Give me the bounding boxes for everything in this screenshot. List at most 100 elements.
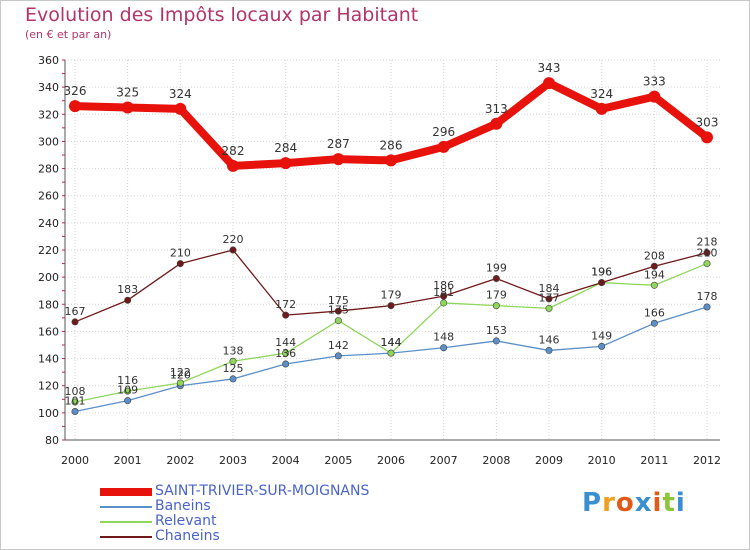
y-tick-label: 80: [45, 434, 59, 447]
proxiti-logo: Proxiti: [582, 488, 686, 518]
legend-swatch: [100, 506, 152, 508]
x-tick-label: 2004: [272, 454, 300, 467]
x-tick-label: 2002: [166, 454, 194, 467]
y-tick-label: 160: [38, 325, 59, 338]
data-point: [72, 319, 78, 325]
x-tick-label: 2011: [640, 454, 668, 467]
data-point: [282, 312, 288, 318]
legend-label: SAINT-TRIVIER-SUR-MOIGNANS: [155, 483, 369, 499]
data-point: [280, 157, 292, 169]
y-tick-label: 280: [38, 163, 59, 176]
data-label: 324: [590, 87, 613, 101]
chart-plot: 80 100 120 140 160 180 200 220 240 260 280 300 320 34…: [0, 0, 750, 480]
legend-label: Chaneins: [155, 528, 220, 544]
data-point: [493, 275, 499, 281]
data-point: [72, 408, 78, 414]
data-point: [651, 320, 657, 326]
data-label: 153: [486, 324, 507, 337]
data-point: [543, 77, 555, 89]
data-label: 142: [328, 339, 349, 352]
data-point: [124, 397, 130, 403]
data-label: 172: [275, 298, 296, 311]
data-label: 149: [591, 329, 612, 342]
data-label: 220: [223, 233, 244, 246]
x-tick-label: 2000: [61, 454, 89, 467]
data-point: [440, 300, 446, 306]
data-point: [490, 118, 502, 130]
data-label: 196: [591, 266, 612, 279]
data-point: [124, 297, 130, 303]
data-point: [385, 154, 397, 166]
data-label: 138: [223, 344, 244, 357]
data-point: [438, 141, 450, 153]
x-tick-label: 2009: [535, 454, 563, 467]
data-label: 325: [116, 86, 139, 100]
x-tick-label: 2010: [588, 454, 616, 467]
data-label: 326: [64, 84, 87, 98]
data-point: [332, 153, 344, 165]
x-tick-label: 2007: [430, 454, 458, 467]
data-point: [174, 103, 186, 115]
data-label: 199: [486, 262, 507, 275]
data-label: 146: [539, 333, 560, 346]
legend-label: Relevant: [155, 513, 216, 529]
data-label: 179: [486, 289, 507, 302]
y-tick-label: 200: [38, 271, 59, 284]
data-label: 179: [381, 289, 402, 302]
data-point: [69, 100, 81, 112]
data-label: 184: [539, 282, 560, 295]
data-label: 284: [274, 141, 297, 155]
data-point: [227, 160, 239, 172]
y-tick-label: 100: [38, 407, 59, 420]
data-point: [651, 282, 657, 288]
data-point: [388, 350, 394, 356]
y-tick-label: 140: [38, 353, 59, 366]
data-label: 178: [697, 290, 718, 303]
data-point: [493, 338, 499, 344]
data-point: [701, 131, 713, 143]
data-point: [177, 260, 183, 266]
data-label: 333: [643, 75, 666, 89]
data-point: [704, 260, 710, 266]
data-label: 313: [485, 102, 508, 116]
data-label: 287: [327, 137, 350, 151]
x-tick-label: 2012: [693, 454, 721, 467]
x-tick-label: 2003: [219, 454, 247, 467]
data-label: 175: [328, 294, 349, 307]
data-point: [493, 302, 499, 308]
y-tick-label: 340: [38, 81, 59, 94]
x-tick-label: 2006: [377, 454, 405, 467]
data-point: [335, 353, 341, 359]
x-tick-label: 2001: [114, 454, 142, 467]
data-point: [598, 279, 604, 285]
y-tick-label: 320: [38, 108, 59, 121]
data-point: [704, 304, 710, 310]
data-point: [282, 361, 288, 367]
data-label: 183: [117, 283, 138, 296]
data-point: [440, 345, 446, 351]
data-label: 286: [380, 138, 403, 152]
x-tick-label: 2005: [324, 454, 352, 467]
data-label: 148: [433, 331, 454, 344]
y-tick-label: 260: [38, 190, 59, 203]
data-label: 296: [432, 125, 455, 139]
data-label: 144: [381, 336, 402, 349]
y-tick-label: 300: [38, 135, 59, 148]
data-label: 194: [644, 268, 665, 281]
data-point: [546, 305, 552, 311]
data-label: 166: [644, 306, 665, 319]
data-label: 116: [117, 374, 138, 387]
data-label: 324: [169, 87, 192, 101]
data-point: [388, 302, 394, 308]
data-label: 186: [433, 279, 454, 292]
data-label: 343: [538, 61, 561, 75]
data-label: 282: [222, 144, 245, 158]
data-label: 218: [697, 236, 718, 249]
y-tick-label: 240: [38, 217, 59, 230]
y-tick-label: 220: [38, 244, 59, 257]
legend-swatch: [100, 488, 152, 496]
legend-swatch: [100, 521, 152, 523]
y-tick-label: 180: [38, 298, 59, 311]
data-label: 210: [170, 247, 191, 260]
data-point: [230, 376, 236, 382]
